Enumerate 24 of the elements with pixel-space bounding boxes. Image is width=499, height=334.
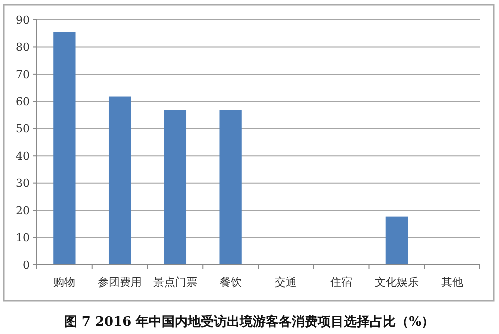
y-tick-label: 10 [16,232,30,245]
bar [108,96,132,265]
y-tick-label: 50 [16,122,30,136]
y-tick-label: 0 [23,258,30,272]
x-tick-label: 参团费用 [98,276,142,289]
y-tick-label: 80 [16,41,30,54]
x-tick-label: 购物 [54,276,76,289]
y-tick-label: 60 [16,96,30,109]
x-tick-label: 住宿 [330,276,353,289]
x-tick-label: 文化娱乐 [374,276,419,289]
bar [220,110,242,265]
x-tick-label: 景点门票 [153,276,198,289]
bar [386,216,408,265]
x-tick-label: 交通 [275,276,298,289]
y-tick-label: 70 [16,68,30,82]
x-tick-label: 餐饮 [220,276,242,289]
bar [54,32,76,265]
y-tick-label: 30 [16,177,30,190]
text: 图 7 2016 年中国内地受访出境游客各消费项目选择占比（%） [64,314,435,330]
y-tick-label: 40 [16,150,30,163]
x-tick-label: 其他 [441,276,464,289]
bar [164,110,187,265]
y-tick-label: 90 [16,14,30,27]
y-tick-label: 20 [16,204,30,218]
